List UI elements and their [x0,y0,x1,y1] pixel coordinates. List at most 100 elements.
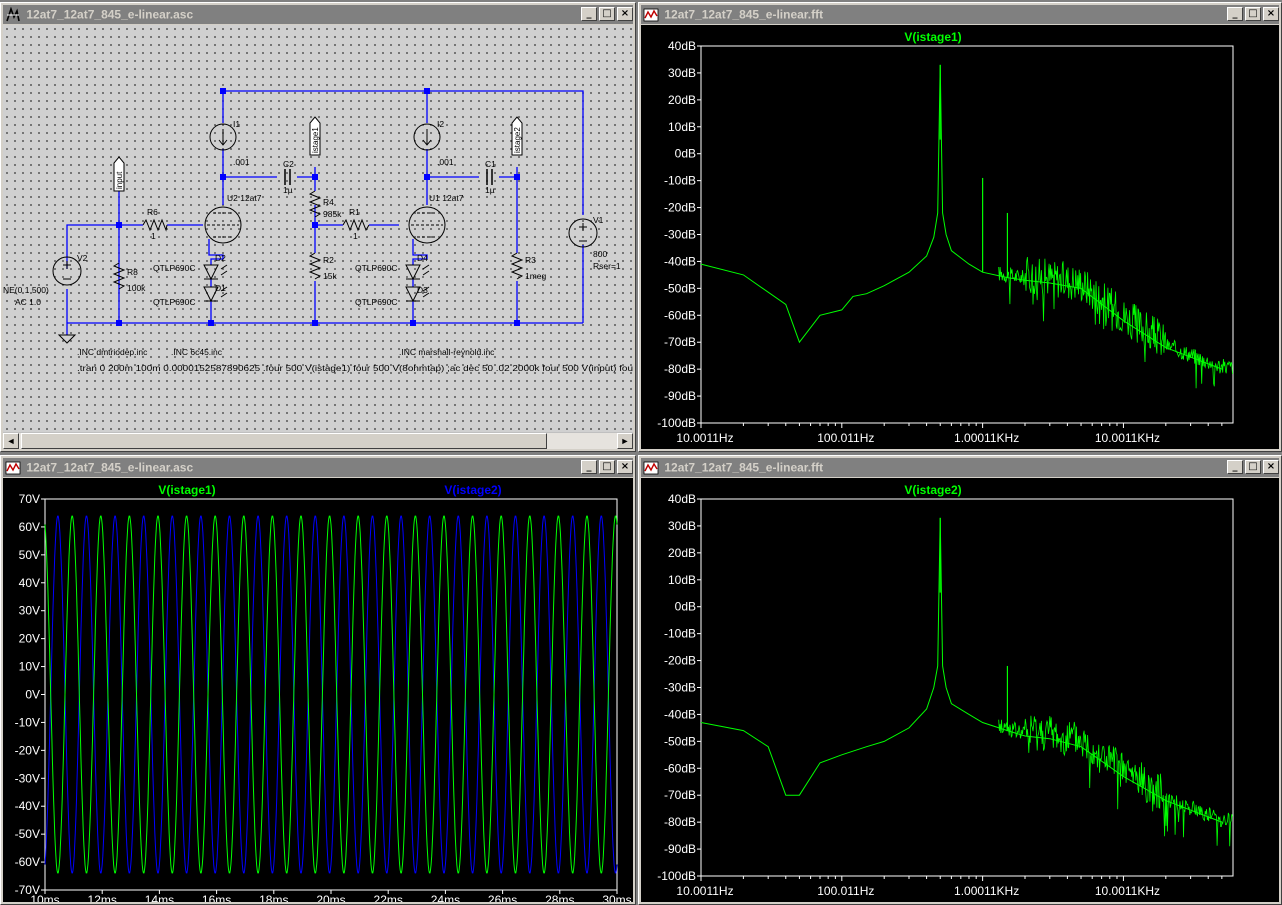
directive-inc-marshall: .INC marshall-reynold.inc [399,347,495,357]
transient-ytick-label: 70V [19,492,40,506]
fft1-plot-pane[interactable]: V(istage1) 40dB 30dB 20dB 10dB 0dB -10dB -20dB… [641,25,1279,449]
label-I1-value: .001 [233,157,250,167]
fft1-ytick-label: -70dB [664,335,696,349]
waveform-icon [643,7,659,23]
restore-button[interactable]: □ [599,7,615,21]
schematic-window[interactable]: 12at7_12at7_845_e-linear.asc _ □ × [0,2,636,452]
label-I1: I1 [233,119,240,129]
label-I2: I2 [437,119,444,129]
label-C2-value: 1µ [283,185,293,195]
restore-button[interactable]: □ [1245,7,1261,21]
label-V1-value: 800 [593,249,607,259]
minimize-button[interactable]: _ [581,460,597,474]
transient-xtick-label: 14ms [145,893,174,902]
label-D2-value: QTLP690C [153,263,196,273]
scroll-left-arrow-icon[interactable]: ◄ [3,433,19,449]
fft2-xtick-label: 100.011Hz [817,884,874,898]
label-V2-value: NE(0 1 500) [3,285,49,295]
led-diode-symbols [203,264,430,303]
fft2-ytick-label: -20dB [664,654,696,668]
label-C1: C1 [485,159,496,169]
fft2-ytick-label: 40dB [668,492,696,506]
minimize-button[interactable]: _ [1227,7,1243,21]
fft1-ytick-label: -40dB [664,254,696,268]
transient-ytick-label: -70V [15,883,40,897]
close-button[interactable]: × [617,460,633,474]
restore-button[interactable]: □ [599,460,615,474]
fft2-window[interactable]: 12at7_12at7_845_e-linear.fft _ □ × V(istag… [638,455,1282,905]
fft1-ytick-label: -10dB [664,174,696,188]
schematic-horizontal-scrollbar[interactable]: ◄ ► [3,432,633,449]
label-D2: D2 [215,253,226,263]
schematic-titlebar[interactable]: 12at7_12at7_845_e-linear.asc _ □ × [3,5,633,24]
restore-button[interactable]: □ [1245,460,1261,474]
transient-titlebar[interactable]: 12at7_12at7_845_e-linear.asc _ □ × [3,458,633,477]
transient-ytick-label: -10V [15,715,40,729]
transient-xtick-label: 12ms [88,893,117,902]
netlabel-flags [113,116,523,192]
fft1-ytick-label: -30dB [664,228,696,242]
transient-trace-label-istage2[interactable]: V(istage2) [444,483,501,497]
transient-ytick-label: 0V [25,688,40,702]
fft2-ytick-label: -50dB [664,734,696,748]
transient-ytick-label: -60V [15,855,40,869]
label-R8: R8 [127,267,138,277]
fft1-ytick-label: 0dB [675,147,696,161]
transient-ytick-label: 20V [19,632,40,646]
fft2-titlebar[interactable]: 12at7_12at7_845_e-linear.fft _ □ × [641,458,1279,477]
fft1-xtick-label: 10.0011KHz [1095,431,1160,445]
fft1-xtick-label: 1.00011KHz [954,431,1019,445]
transient-xtick-label: 16ms [202,893,231,902]
fft1-xtick-label: 10.0011Hz [676,431,733,445]
fft2-ytick-label: -100dB [657,869,696,883]
fft1-chart[interactable]: V(istage1) 40dB 30dB 20dB 10dB 0dB -10dB -20dB… [641,25,1279,449]
fft1-titlebar[interactable]: 12at7_12at7_845_e-linear.fft _ □ × [641,5,1279,24]
fft1-trace-label[interactable]: V(istage1) [904,30,961,44]
fft2-ytick-label: -10dB [664,627,696,641]
label-R3-value: 1meg [525,271,547,281]
waveform-icon [5,460,21,476]
fft2-ytick-label: 0dB [675,600,696,614]
ground-icon [57,334,77,344]
fft2-trace-noise [998,715,1233,847]
minimize-button[interactable]: _ [1227,460,1243,474]
minimize-button[interactable]: _ [581,7,597,21]
fft1-ytick-label: 30dB [668,66,696,80]
schematic-window-title: 12at7_12at7_845_e-linear.asc [26,7,194,22]
transient-xtick-label: 18ms [259,893,288,902]
schematic-canvas[interactable]: input istage1 istage2 I1 .001 I2 .001 C2… [3,25,633,449]
netlabel-istage1: istage1 [311,127,320,153]
fft2-ytick-label: -80dB [664,815,696,829]
transient-trace-istage2 [44,515,618,874]
resistor-symbols [112,190,524,290]
fft1-ytick-label: -80dB [664,362,696,376]
close-button[interactable]: × [617,7,633,21]
fft1-window[interactable]: 12at7_12at7_845_e-linear.fft _ □ × V(istag… [638,2,1282,452]
fft2-ytick-label: -30dB [664,681,696,695]
transient-xtick-label: 22ms [374,893,403,902]
label-D1-value: QTLP690C [153,297,196,307]
fft2-ytick-label: 30dB [668,519,696,533]
label-R4-value: 985k [323,209,342,219]
fft2-plot-pane[interactable]: V(istage2) 40dB 30dB 20dB 10dB 0dB -10dB -20dB… [641,478,1279,902]
transient-trace-istage1 [44,515,618,874]
fft1-ytick-label: 40dB [668,39,696,53]
fft2-ytick-label: -70dB [664,788,696,802]
close-button[interactable]: × [1263,7,1279,21]
label-R6: R6 [147,207,158,217]
transient-ytick-label: -30V [15,771,40,785]
transient-plot-pane[interactable]: V(istage1) V(istage2) 70V 60V 50V 40V 30V 20V… [3,478,633,902]
scroll-thumb[interactable] [21,433,547,449]
transient-window[interactable]: 12at7_12at7_845_e-linear.asc _ □ × V(istag… [0,455,636,905]
fft2-trace-label[interactable]: V(istage2) [904,483,961,497]
scroll-right-arrow-icon[interactable]: ► [617,433,633,449]
label-R1-value: 1 [353,231,358,241]
label-D3-value: QTLP690C [355,297,398,307]
fft2-chart[interactable]: V(istage2) 40dB 30dB 20dB 10dB 0dB -10dB -20dB… [641,478,1279,902]
transient-ytick-label: -50V [15,827,40,841]
transient-trace-label-istage1[interactable]: V(istage1) [158,483,215,497]
netlabel-input: input [115,171,124,189]
close-button[interactable]: × [1263,460,1279,474]
transient-chart[interactable]: V(istage1) V(istage2) 70V 60V 50V 40V 30V 20V… [3,478,633,902]
transient-ytick-label: 50V [19,548,40,562]
